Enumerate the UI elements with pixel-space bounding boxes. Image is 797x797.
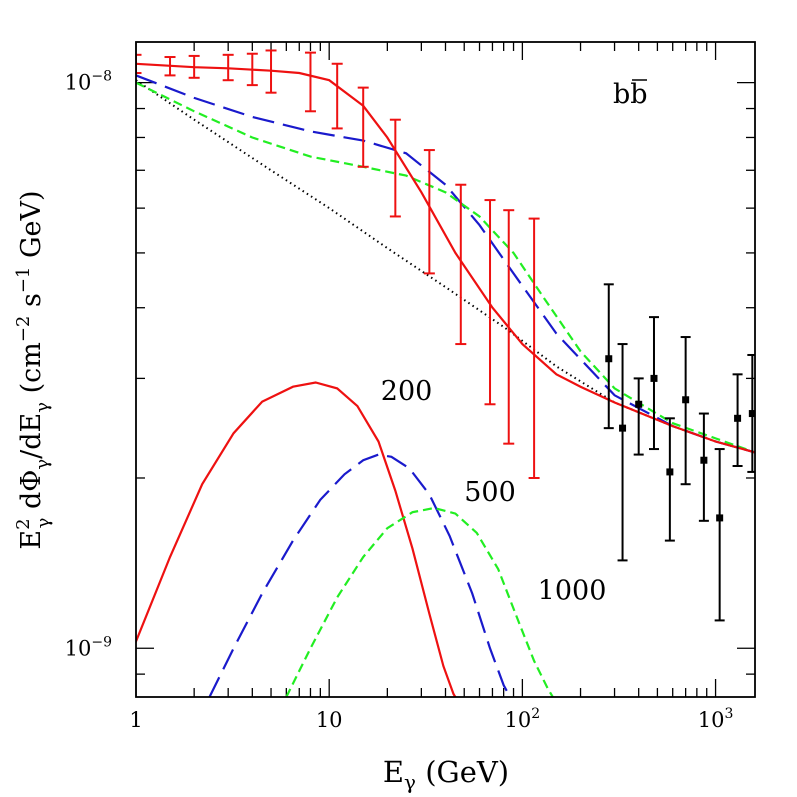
x-tick-label-3: 103 bbox=[698, 706, 734, 732]
error-point-0-1 bbox=[164, 56, 176, 77]
curve-annotations: 200 500 1000 bbox=[381, 376, 607, 607]
y-label-div: /dE bbox=[16, 413, 47, 459]
error-point-0-13 bbox=[503, 209, 515, 445]
y-tick-label-1: 10−9 bbox=[65, 634, 112, 660]
y-label-e-sup: 2 bbox=[13, 518, 34, 529]
axis-ticks bbox=[135, 42, 755, 697]
curve-label-500: 500 bbox=[464, 477, 516, 508]
y-label-cm-sup: −2 bbox=[13, 316, 34, 343]
panel-label: bb bbox=[613, 79, 648, 110]
error-point-1-9 bbox=[747, 353, 755, 473]
error-point-0-4 bbox=[246, 52, 258, 87]
error-point-1-8 bbox=[732, 373, 743, 468]
series-line-6 bbox=[285, 506, 555, 697]
plot-frame bbox=[135, 41, 756, 698]
error-point-0-9 bbox=[389, 118, 401, 218]
error-point-1-1 bbox=[617, 343, 628, 562]
series-line-1 bbox=[136, 74, 755, 454]
error-point-0-0 bbox=[136, 53, 142, 75]
series-line-2 bbox=[136, 81, 755, 454]
y-label-gev: GeV) bbox=[16, 190, 47, 266]
x-tick-label-0: 1 bbox=[129, 708, 142, 732]
y-label-s-sup: −1 bbox=[13, 267, 34, 294]
error-bars bbox=[136, 49, 755, 622]
error-point-0-11 bbox=[455, 183, 467, 346]
y-label-mid-sub: γ bbox=[32, 459, 53, 470]
x-axis-label: Eγ (GeV) bbox=[383, 755, 509, 794]
error-point-0-8 bbox=[357, 86, 369, 168]
error-point-0-2 bbox=[188, 54, 200, 79]
x-axis-label-sub: γ bbox=[404, 770, 416, 794]
series-line-5 bbox=[208, 453, 512, 697]
series-line-0 bbox=[136, 79, 755, 454]
panel-label-bar: b bbox=[630, 79, 647, 110]
error-point-0-10 bbox=[423, 149, 435, 275]
y-label-e: E bbox=[16, 530, 47, 550]
y-label-div-sub: γ bbox=[32, 402, 53, 413]
error-point-1-5 bbox=[680, 336, 691, 486]
error-point-1-6 bbox=[698, 412, 709, 522]
panel-label-main: b bbox=[613, 79, 630, 110]
tick-labels: 1 10 102 103 10−8 10−9 bbox=[65, 69, 734, 732]
svg-text:bb: bb bbox=[613, 79, 648, 110]
series-curves bbox=[136, 62, 755, 697]
error-point-0-12 bbox=[484, 199, 496, 406]
error-point-0-3 bbox=[222, 53, 234, 82]
error-point-1-0 bbox=[603, 283, 614, 430]
series-line-3 bbox=[136, 62, 755, 454]
x-tick-label-2: 102 bbox=[505, 706, 541, 732]
error-point-1-3 bbox=[648, 316, 659, 451]
y-axis-label: E2γ dΦγ/dEγ (cm−2 s−1 GeV) bbox=[13, 190, 54, 549]
x-axis-label-main: E bbox=[383, 755, 404, 789]
error-point-0-5 bbox=[265, 49, 277, 94]
y-tick-label-0: 10−8 bbox=[65, 69, 112, 95]
error-point-0-7 bbox=[331, 62, 343, 130]
error-point-0-14 bbox=[528, 217, 540, 479]
error-point-1-2 bbox=[633, 377, 644, 456]
x-axis-label-unit: (GeV) bbox=[416, 755, 509, 789]
y-label-e-sub: γ bbox=[33, 518, 54, 529]
series-line-4 bbox=[136, 381, 457, 697]
curve-label-1000: 1000 bbox=[538, 575, 607, 606]
y-label-mid: dΦ bbox=[16, 470, 47, 518]
y-label-s: s bbox=[16, 293, 47, 315]
error-point-1-4 bbox=[664, 417, 675, 542]
curve-label-200: 200 bbox=[381, 376, 433, 407]
x-tick-label-1: 10 bbox=[316, 708, 343, 732]
y-label-units: (cm bbox=[16, 342, 47, 402]
error-point-1-7 bbox=[714, 448, 725, 622]
error-point-0-6 bbox=[304, 51, 316, 113]
